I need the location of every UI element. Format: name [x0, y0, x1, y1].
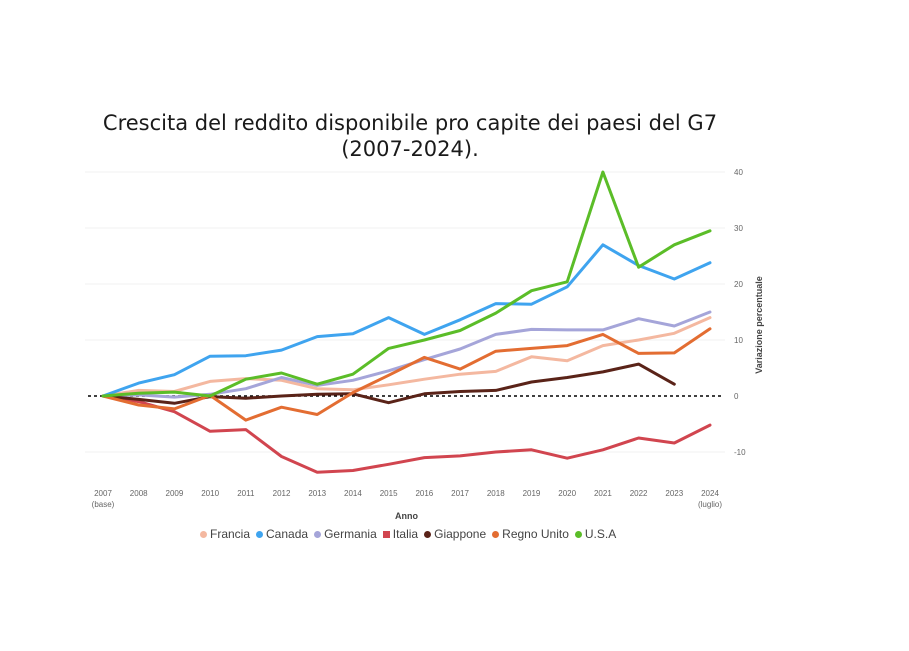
x-tick-label: 2022	[630, 489, 648, 498]
x-tick-label: 2023	[665, 489, 683, 498]
legend-label: U.S.A	[584, 527, 617, 541]
legend-label: Regno Unito	[502, 527, 569, 541]
x-tick-label: 2015	[380, 489, 398, 498]
legend-item-giappone: Giappone	[424, 527, 486, 541]
x-tick-label: 2020	[558, 489, 576, 498]
x-tick-label: 2021	[594, 489, 612, 498]
y-tick-label: 30	[734, 224, 743, 233]
series-lines	[101, 170, 712, 474]
legend: Francia Canada Germania Italia Giappone Regno…	[200, 527, 640, 541]
y-tick-label: 10	[734, 336, 743, 345]
y-tick-label: 40	[734, 168, 743, 177]
y-tick-label: 20	[734, 280, 743, 289]
x-tick-sublabel: (base)	[92, 500, 115, 509]
x-tick-label: 2018	[487, 489, 505, 498]
series-line-u-s-a	[101, 170, 712, 398]
legend-item-regno-unito: Regno Unito	[492, 527, 569, 541]
legend-swatch	[314, 530, 322, 538]
x-tick-label: 2017	[451, 489, 469, 498]
y-tick-label: -10	[734, 448, 746, 457]
legend-label: Germania	[324, 527, 377, 541]
legend-label: Italia	[392, 527, 419, 541]
gridlines	[85, 171, 725, 453]
x-tick-sublabel: (luglio)	[698, 500, 722, 509]
legend-item-italia: Italia	[382, 527, 419, 541]
x-tick-label: 2024	[701, 489, 719, 498]
y-tick-label: 0	[734, 392, 739, 401]
legend-swatch	[574, 530, 582, 538]
x-axis-title: Anno	[395, 511, 418, 521]
series-line-canada	[101, 243, 712, 398]
x-axis-ticks: 2007 (base) 2008 2009 2010 2011 2012 2013 2014 20…	[92, 489, 723, 509]
chart-title-line-1: Crescita del reddito disponibile pro cap…	[102, 111, 718, 135]
chart-title: Crescita del reddito disponibile pro cap…	[60, 110, 760, 162]
x-tick-label: 2013	[308, 489, 326, 498]
legend-label: Canada	[266, 527, 309, 541]
series-line-italia	[101, 394, 712, 474]
x-tick-label: 2009	[166, 489, 184, 498]
legend-swatch	[424, 530, 432, 538]
x-tick-label: 2010	[201, 489, 219, 498]
legend-label: Francia	[210, 527, 251, 541]
y-axis-ticks: -10 0 10 20 30 40	[734, 168, 746, 457]
x-tick-label: 2016	[415, 489, 433, 498]
x-tick-label: 2011	[237, 489, 255, 498]
legend-item-u-s-a: U.S.A	[574, 527, 617, 541]
legend-item-canada: Canada	[256, 527, 308, 541]
series-line-regno-unito	[101, 327, 712, 422]
y-axis-title: Variazione percentuale	[754, 276, 764, 374]
legend-swatch	[492, 530, 500, 538]
chart-title-line-2: (2007-2024).	[341, 137, 479, 161]
legend-swatch	[200, 530, 207, 538]
legend-swatch	[256, 530, 264, 538]
legend-label: Giappone	[434, 527, 487, 541]
x-tick-label: 2008	[130, 489, 148, 498]
x-tick-label: 2012	[273, 489, 291, 498]
series-line-francia	[101, 316, 712, 398]
x-tick-label: 2014	[344, 489, 362, 498]
legend-item-francia: Francia	[200, 527, 250, 541]
legend-swatch	[382, 530, 390, 538]
x-tick-label: 2007	[94, 489, 112, 498]
x-tick-label: 2019	[523, 489, 541, 498]
legend-item-germania: Germania	[314, 527, 377, 541]
